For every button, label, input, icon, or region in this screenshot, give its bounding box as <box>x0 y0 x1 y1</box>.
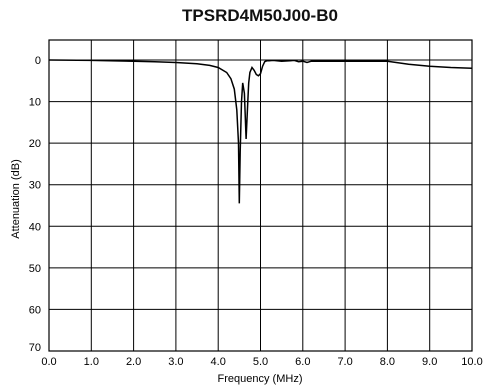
series-line <box>48 59 473 204</box>
y-tick-label: 50 <box>29 263 41 275</box>
y-tick-label: 0 <box>35 55 41 67</box>
chart-title: TPSRD4M50J00-B0 <box>182 6 338 25</box>
y-tick-label: 10 <box>29 97 41 109</box>
x-tick-label: 6.0 <box>295 356 310 368</box>
y-tick-label: 20 <box>29 138 41 150</box>
plot-frame <box>48 39 473 352</box>
x-tick-label: 2.0 <box>126 356 141 368</box>
y-axis-label: Attenuation (dB) <box>10 159 22 239</box>
y-tick-label: 30 <box>29 180 41 192</box>
tick-labels: 0.0 1.0 2.0 3.0 4.0 5.0 6.0 7.0 8.0 9.0 10.0 0 10 20 3… <box>29 55 483 368</box>
x-tick-label: 10.0 <box>461 356 482 368</box>
x-tick-label: 7.0 <box>337 356 352 368</box>
y-tick-label: 60 <box>29 304 41 316</box>
x-tick-label: 0.0 <box>41 356 56 368</box>
y-tick-label: 40 <box>29 221 41 233</box>
y-tick-label: 70 <box>29 342 41 354</box>
x-tick-label: 8.0 <box>380 356 395 368</box>
x-tick-label: 5.0 <box>253 356 268 368</box>
chart-grid <box>49 40 472 351</box>
x-axis-label: Frequency (MHz) <box>218 373 303 385</box>
x-tick-label: 1.0 <box>84 356 99 368</box>
x-tick-label: 4.0 <box>211 356 226 368</box>
x-tick-label: 3.0 <box>168 356 183 368</box>
x-tick-label: 9.0 <box>422 356 437 368</box>
